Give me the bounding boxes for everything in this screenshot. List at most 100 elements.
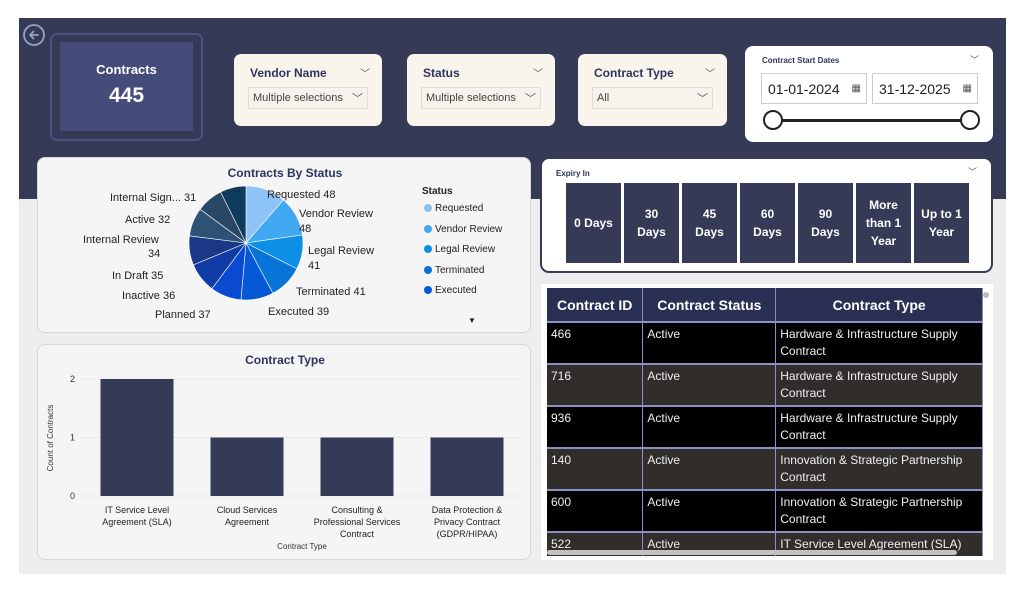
cell-contract-status: Active bbox=[642, 489, 777, 532]
x-tick-label: Consulting & Professional Services Contrac… bbox=[314, 505, 401, 539]
legend-title: Status bbox=[422, 186, 453, 197]
legend-dot bbox=[424, 286, 432, 294]
start-date-value: 01-01-2024 bbox=[768, 81, 840, 97]
vendor-name-dropdown[interactable]: Multiple selections ﹀ bbox=[248, 87, 368, 109]
pie-label-in-draft: In Draft 35 bbox=[112, 270, 164, 282]
expiry-option-0-days[interactable]: 0 Days bbox=[566, 183, 621, 263]
pie-label-internal-review-value: 34 bbox=[148, 248, 161, 260]
pie-label-internal-sign: Internal Sign... 31 bbox=[110, 192, 197, 204]
legend-label: Executed bbox=[435, 285, 477, 296]
table-row[interactable]: 466 Active Hardware & Infrastructure Suppl… bbox=[547, 321, 983, 364]
expiry-option-label: 60 Days bbox=[753, 207, 782, 239]
cell-contract-type: Hardware & Infrastructure Supply Contrac… bbox=[775, 405, 983, 448]
column-header-contract-id[interactable]: Contract ID bbox=[547, 288, 644, 322]
y-tick-label: 2 bbox=[70, 374, 75, 384]
status-dropdown-value: Multiple selections bbox=[426, 92, 516, 104]
bar-chart-title: Contract Type bbox=[245, 353, 325, 367]
expiry-option-30-days[interactable]: 30 Days bbox=[624, 183, 679, 263]
end-date-input[interactable]: 31-12-2025 ▦ bbox=[872, 73, 978, 104]
expiry-slicer-title: Expiry In bbox=[556, 169, 590, 178]
start-date-input[interactable]: 01-01-2024 ▦ bbox=[761, 73, 867, 104]
vertical-scrollbar[interactable] bbox=[983, 292, 989, 298]
end-date-value: 31-12-2025 bbox=[879, 81, 951, 97]
contracts-kpi-card: Contracts 445 bbox=[50, 33, 203, 141]
legend-dot bbox=[424, 266, 432, 274]
chevron-down-icon[interactable]: ﹀ bbox=[967, 167, 977, 177]
contract-type-dropdown[interactable]: All ﹀ bbox=[592, 87, 713, 109]
expiry-option-label: 45 Days bbox=[695, 207, 724, 239]
contracts-by-status-card: Contracts By Status Requested 48 Vendor … bbox=[37, 157, 531, 333]
cell-contract-status: Active bbox=[642, 447, 777, 490]
chevron-down-icon: ﹀ bbox=[525, 93, 536, 105]
status-slicer-title: Status bbox=[423, 66, 460, 80]
calendar-icon[interactable]: ▦ bbox=[962, 83, 972, 94]
pie-chart-title: Contracts By Status bbox=[227, 166, 343, 180]
pie-slice-internal-sign[interactable] bbox=[220, 185, 247, 244]
contract-type-slicer-title: Contract Type bbox=[594, 66, 674, 80]
kpi-title: Contracts bbox=[96, 62, 157, 77]
x-tick-label: Cloud Services Agreement bbox=[217, 505, 278, 527]
pie-label-legal-review: Legal Review bbox=[308, 245, 375, 257]
table-row[interactable]: 140 Active Innovation & Strategic Partners… bbox=[547, 447, 983, 490]
expiry-in-slicer: Expiry In ﹀ 0 Days 30 Days 45 Days 60 Days 90 Da… bbox=[540, 157, 993, 273]
cell-contract-type: Hardware & Infrastructure Supply Contrac… bbox=[775, 363, 983, 406]
dashboard: Contracts 445 Vendor Name ﹀ Multiple sel… bbox=[19, 18, 1006, 574]
end-date-handle[interactable] bbox=[960, 110, 980, 130]
table-row[interactable]: 716 Active Hardware & Infrastructure Suppl… bbox=[547, 363, 983, 406]
pie-label-vendor-review-value: 48 bbox=[299, 223, 312, 235]
legend-scroll-down-icon[interactable]: ▼ bbox=[468, 316, 476, 325]
bar[interactable] bbox=[430, 437, 504, 497]
calendar-icon[interactable]: ▦ bbox=[851, 83, 861, 94]
pie-label-terminated: Terminated 41 bbox=[296, 286, 366, 298]
column-header-contract-status[interactable]: Contract Status bbox=[642, 288, 777, 322]
expiry-option-up-to-1-year[interactable]: Up to 1 Year bbox=[914, 183, 969, 263]
start-date-handle[interactable] bbox=[763, 110, 783, 130]
expiry-option-90-days[interactable]: 90 Days bbox=[798, 183, 853, 263]
cell-contract-type: Innovation & Strategic Partnership Contr… bbox=[775, 489, 983, 532]
table-row[interactable]: 600 Active Innovation & Strategic Partners… bbox=[547, 489, 983, 532]
vendor-dropdown-value: Multiple selections bbox=[253, 92, 343, 104]
expiry-option-60-days[interactable]: 60 Days bbox=[740, 183, 795, 263]
y-tick-label: 0 bbox=[70, 491, 75, 501]
date-range-track bbox=[773, 119, 971, 122]
table-row[interactable]: 936 Active Hardware & Infrastructure Suppl… bbox=[547, 405, 983, 448]
legend-item-legal-review[interactable]: Legal Review bbox=[424, 244, 495, 255]
legend-dot bbox=[424, 245, 432, 253]
bar[interactable] bbox=[320, 437, 394, 497]
table-header-row: Contract ID Contract Status Contract Typ… bbox=[547, 288, 983, 322]
horizontal-scrollbar[interactable] bbox=[547, 550, 957, 555]
expiry-option-label: 90 Days bbox=[811, 207, 840, 239]
x-tick-label: IT Service Level Agreement (SLA) bbox=[102, 505, 172, 527]
chevron-down-icon[interactable]: ﹀ bbox=[533, 69, 543, 80]
expiry-option-label: Up to 1 Year bbox=[921, 207, 962, 239]
legend-item-requested[interactable]: Requested bbox=[424, 203, 483, 214]
date-slicer-title: Contract Start Dates bbox=[762, 56, 840, 65]
bar[interactable] bbox=[210, 437, 284, 497]
expiry-option-more-than-1-year[interactable]: More than 1 Year bbox=[856, 183, 911, 263]
expiry-option-label: More than 1 Year bbox=[865, 198, 902, 248]
expiry-option-45-days[interactable]: 45 Days bbox=[682, 183, 737, 263]
legend-label: Vendor Review bbox=[435, 224, 503, 235]
cell-contract-id: 936 bbox=[547, 405, 644, 448]
back-arrow-icon[interactable] bbox=[22, 23, 46, 47]
bar[interactable] bbox=[100, 379, 174, 496]
legend-item-executed[interactable]: Executed bbox=[424, 285, 477, 296]
column-header-contract-type[interactable]: Contract Type bbox=[775, 288, 983, 322]
contract-type-slicer: Contract Type ﹀ All ﹀ bbox=[578, 54, 727, 126]
pie-label-planned: Planned 37 bbox=[155, 309, 211, 321]
contracts-kpi-inner: Contracts 445 bbox=[60, 42, 193, 131]
status-dropdown[interactable]: Multiple selections ﹀ bbox=[421, 87, 541, 109]
pie-label-requested: Requested 48 bbox=[267, 189, 336, 201]
legend-item-vendor-review[interactable]: Vendor Review bbox=[424, 224, 502, 235]
legend-dot bbox=[424, 204, 432, 212]
contract-start-dates-slicer: Contract Start Dates ﹀ 01-01-2024 ▦ 31-1… bbox=[745, 46, 993, 142]
chevron-down-icon[interactable]: ﹀ bbox=[969, 55, 979, 65]
status-slicer: Status ﹀ Multiple selections ﹀ bbox=[407, 54, 555, 126]
vendor-name-slicer: Vendor Name ﹀ Multiple selections ﹀ bbox=[234, 54, 382, 126]
chevron-down-icon[interactable]: ﹀ bbox=[360, 69, 370, 80]
cell-contract-status: Active bbox=[642, 405, 777, 448]
chevron-down-icon[interactable]: ﹀ bbox=[705, 69, 715, 80]
expiry-option-label: 0 Days bbox=[574, 216, 613, 230]
legend-item-terminated[interactable]: Terminated bbox=[424, 265, 484, 276]
